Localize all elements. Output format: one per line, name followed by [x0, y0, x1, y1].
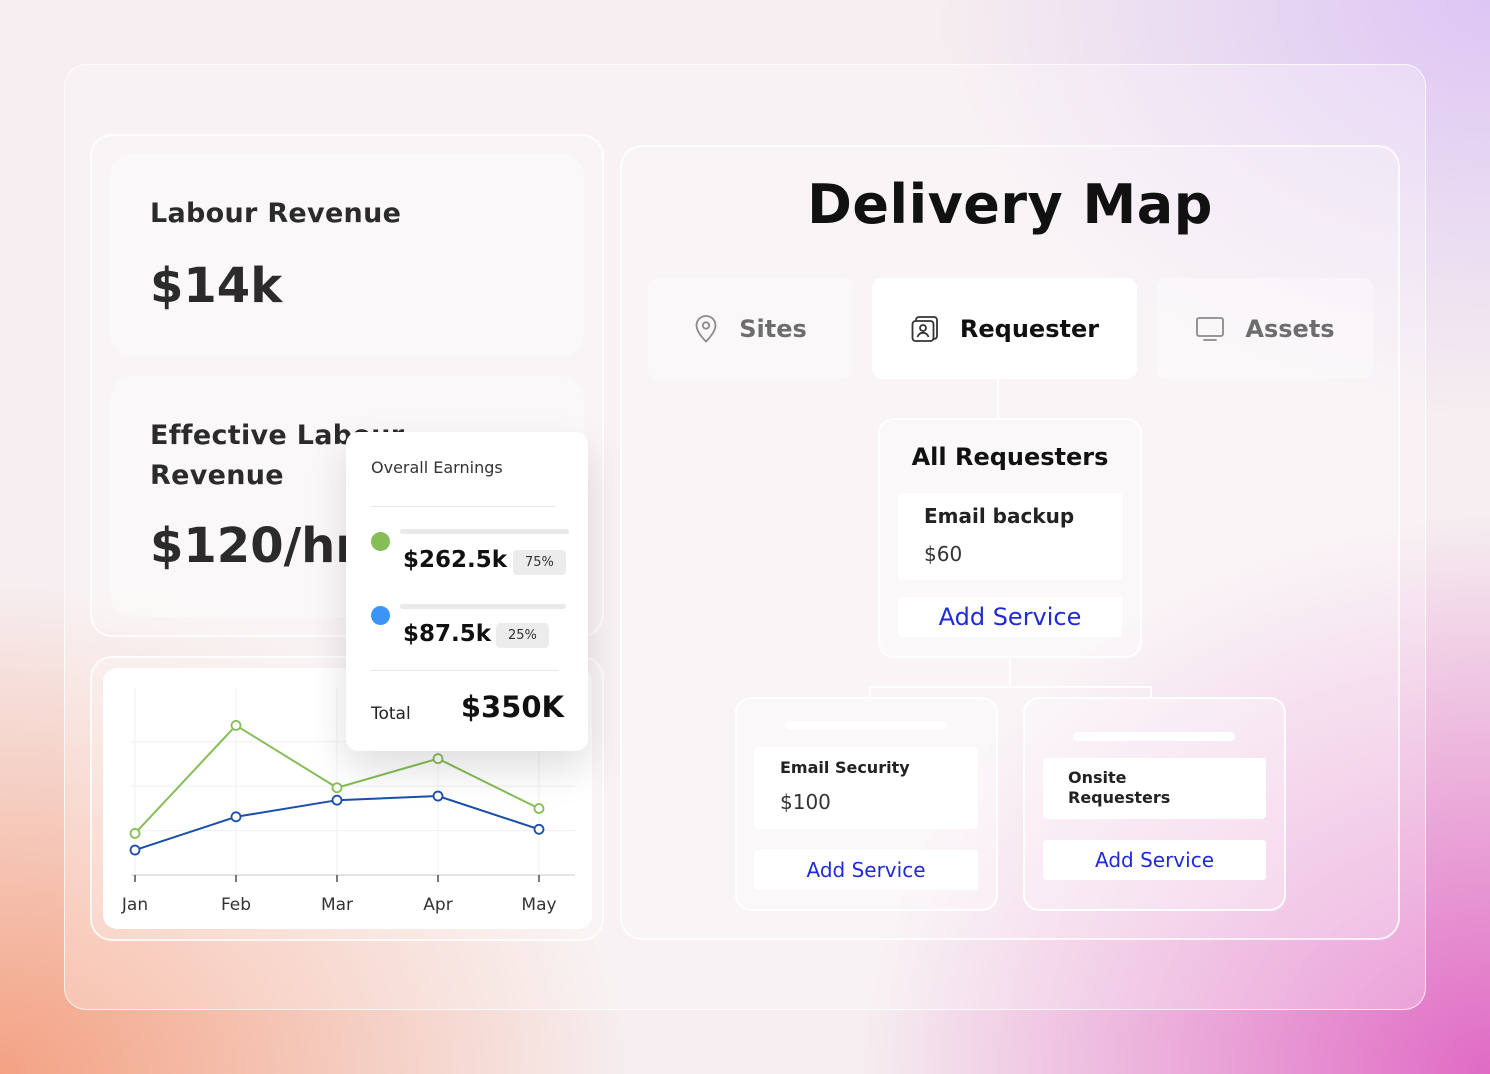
earnings-bar-2 [400, 604, 566, 609]
earnings-amount-2: $87.5k [403, 621, 492, 647]
connector-line [1150, 686, 1152, 697]
connector-line [997, 379, 999, 419]
tab-sites-label: Sites [739, 314, 807, 343]
labour-revenue-card: Labour Revenue $14k [110, 154, 584, 356]
legend-dot-blue [371, 606, 390, 625]
location-pin-icon [693, 314, 719, 344]
add-service-button[interactable]: Add Service [754, 850, 978, 890]
tab-assets[interactable]: Assets [1157, 278, 1373, 379]
divider [371, 506, 555, 507]
total-value: $350K [460, 690, 564, 724]
earnings-bar-1 [400, 529, 569, 534]
service-name-line2: Requesters [1068, 788, 1171, 807]
data-point [533, 823, 545, 835]
data-point [331, 782, 343, 794]
x-tick-label: Jan [121, 895, 148, 915]
contact-card-icon [910, 314, 940, 344]
x-tick-label: Mar [321, 895, 353, 915]
x-tick-label: Feb [221, 895, 251, 915]
data-point [533, 803, 545, 814]
service-card-email-backup[interactable] [898, 493, 1122, 580]
earnings-title: Overall Earnings [371, 458, 503, 477]
placeholder-bar [1073, 732, 1235, 741]
overall-earnings-popup: Overall Earnings $262.5k 75% $87.5k 25% … [346, 432, 588, 751]
tab-sites[interactable]: Sites [648, 278, 852, 379]
tab-assets-label: Assets [1245, 314, 1335, 343]
data-point [230, 720, 242, 731]
x-tick-label: May [521, 895, 556, 915]
service-price: $100 [780, 790, 831, 814]
tab-requester-label: Requester [959, 314, 1100, 343]
data-point [129, 828, 141, 839]
divider [371, 670, 559, 671]
legend-dot-green [371, 532, 390, 551]
add-service-button[interactable]: Add Service [898, 597, 1122, 637]
data-point [230, 811, 242, 823]
x-tick-label: Apr [423, 895, 452, 915]
monitor-icon [1195, 315, 1225, 343]
all-requesters-title: All Requesters [911, 443, 1109, 471]
data-point [331, 794, 343, 806]
service-name-line1: Onsite [1068, 768, 1127, 787]
earnings-percent-1: 75% [513, 550, 566, 575]
effective-labour-label-line2: Revenue [150, 460, 284, 491]
delivery-map-title: Delivery Map [807, 173, 1213, 236]
service-name: Email backup [924, 504, 1075, 528]
placeholder-bar [785, 721, 947, 730]
data-point [432, 790, 444, 802]
service-name: Email Security [780, 758, 910, 777]
labour-revenue-label: Labour Revenue [150, 198, 402, 229]
labour-revenue-value: $14k [150, 258, 283, 314]
earnings-percent-2: 25% [496, 623, 549, 648]
total-label: Total [371, 704, 411, 724]
service-price: $60 [924, 542, 963, 566]
service-card-onsite-requesters[interactable] [1043, 758, 1266, 819]
connector-line [869, 686, 1152, 688]
effective-labour-value: $120/hr [150, 518, 359, 574]
add-service-button[interactable]: Add Service [1043, 840, 1266, 880]
data-point [432, 753, 444, 765]
connector-line [1009, 657, 1011, 687]
tab-requester[interactable]: Requester [872, 278, 1137, 379]
data-point [129, 844, 141, 856]
connector-line [869, 686, 871, 697]
earnings-amount-1: $262.5k [403, 547, 508, 573]
service-card-email-security[interactable] [754, 747, 978, 829]
